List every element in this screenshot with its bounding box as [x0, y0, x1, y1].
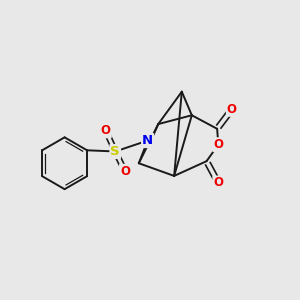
Text: O: O — [227, 103, 237, 116]
Text: N: N — [142, 134, 153, 147]
Text: O: O — [213, 138, 223, 151]
Text: O: O — [213, 176, 223, 190]
Text: O: O — [120, 165, 130, 178]
Text: O: O — [101, 124, 111, 137]
Text: S: S — [110, 145, 120, 158]
